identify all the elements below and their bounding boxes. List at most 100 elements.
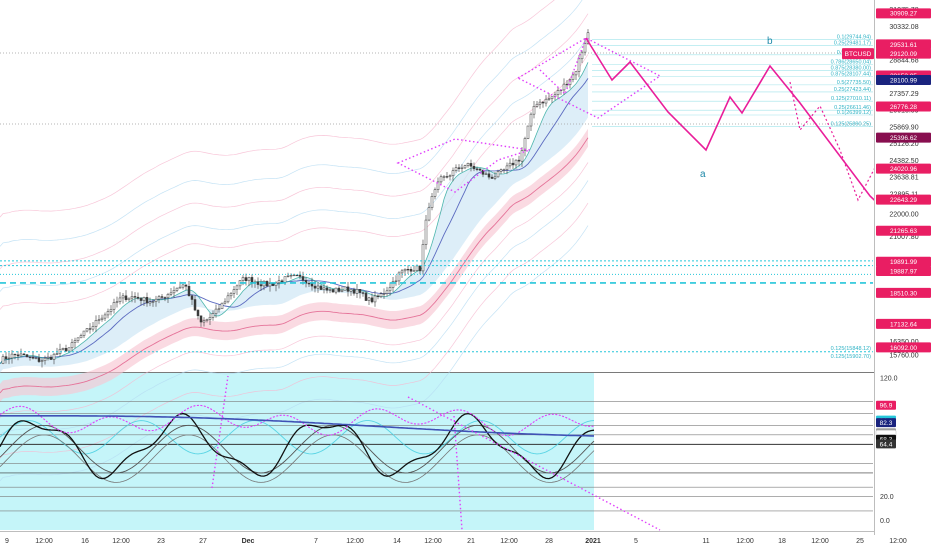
blue-cloud: [0, 62, 588, 373]
candle-body: [313, 285, 317, 289]
candle-body: [583, 43, 587, 53]
time-tick-label: Dec: [242, 538, 255, 545]
price-pill-label: 19887.97: [890, 268, 917, 275]
fib-label: 0.25(26611.46): [834, 105, 871, 111]
candle-body: [28, 356, 32, 358]
candle-body: [346, 286, 350, 292]
candle-body: [364, 292, 368, 301]
candle-body: [442, 176, 446, 178]
candle-body: [418, 265, 422, 272]
candle-body: [154, 298, 158, 302]
candle-body: [490, 176, 494, 179]
candle-body: [175, 287, 179, 291]
candle-body: [256, 281, 260, 285]
candle-body: [463, 165, 467, 169]
candle-body: [451, 170, 455, 176]
fib-label: 0.125(15902.70): [831, 354, 872, 360]
candle-body: [499, 169, 503, 172]
candle-body: [397, 272, 401, 282]
candle-body: [571, 74, 575, 80]
envelope-line: [0, 225, 589, 482]
fib-label: 0.125(15848.12): [831, 346, 872, 352]
osc-value-pill: [876, 439, 896, 449]
candle-body: [454, 167, 458, 171]
candle-body: [280, 280, 284, 283]
price-candles: [1, 29, 590, 368]
candle-body: [70, 342, 74, 349]
candle-body: [526, 125, 530, 139]
osc-trend-line: [407, 396, 661, 531]
osc-value-label: 64.4: [880, 441, 893, 448]
candle-body: [148, 301, 152, 304]
time-axis[interactable]: 9 12:00 16 12:00 23 27 Dec 7 12:00 14 12:00 21 12:00…: [0, 531, 907, 550]
candle-body: [358, 289, 362, 293]
candle-body: [22, 353, 26, 355]
candle-body: [289, 275, 293, 277]
magenta-osc-line: [0, 404, 595, 437]
price-tick-label: 23638.81: [889, 175, 918, 182]
envelope-line: [0, 54, 589, 310]
candle-body: [235, 285, 239, 290]
time-tick-label: 12:00: [424, 538, 442, 545]
time-tick-label: 12:00: [346, 538, 364, 545]
osc-value-label: 82.3: [880, 420, 893, 427]
candle-body: [127, 297, 131, 301]
candle-body: [514, 159, 518, 166]
osc-tick-label: 120.0: [880, 375, 898, 382]
price-pill-label: 24020.96: [890, 166, 917, 173]
candle-body: [376, 295, 380, 298]
time-tick-label: 21: [467, 538, 475, 545]
price-scale[interactable]: 31075.7830332.0829588.3828844.6828100.99…: [874, 0, 932, 550]
candle-body: [301, 276, 305, 281]
price-tick-label: 15760.00: [889, 352, 918, 359]
candle-body: [316, 285, 320, 289]
time-tick-label: 27: [199, 538, 207, 545]
candle-body: [394, 280, 398, 282]
candle-body: [118, 297, 122, 303]
candle-body: [115, 301, 119, 303]
candle-body: [181, 284, 185, 288]
candle-body: [343, 286, 347, 291]
candle-body: [310, 283, 314, 287]
candle-body: [286, 275, 290, 278]
time-tick-label: 14: [393, 538, 401, 545]
candle-body: [391, 281, 395, 288]
price-pill: [876, 39, 931, 50]
osc-tick-label: 0.0: [880, 518, 890, 525]
candle-body: [124, 295, 128, 301]
candle-body: [259, 284, 263, 287]
oscillator-highlight-zone: [0, 373, 594, 530]
candle-body: [457, 167, 461, 169]
candle-body: [271, 283, 275, 286]
candle-body: [400, 270, 404, 274]
candle-body: [544, 98, 548, 104]
candle-body: [214, 308, 218, 314]
fib-label: 0.25(29481.17): [834, 41, 871, 47]
osc-trend-line: [453, 415, 463, 531]
candle-body: [223, 301, 227, 304]
candle-body: [403, 268, 407, 272]
candle-body: [241, 277, 245, 281]
price-pill: [876, 75, 931, 86]
candle-body: [388, 287, 392, 292]
time-tick-label: 7: [314, 538, 318, 545]
candle-body: [382, 293, 386, 295]
candle-body: [325, 287, 329, 291]
time-tick-label: 16: [81, 538, 89, 545]
candle-body: [229, 293, 233, 297]
time-tick-label: 18: [778, 538, 786, 545]
price-pill: [876, 265, 931, 276]
candle-body: [427, 207, 431, 221]
candle-body: [277, 280, 281, 284]
candle-body: [538, 101, 542, 105]
price-pill-label: 29531.61: [890, 42, 917, 49]
candle-body: [178, 286, 182, 289]
candle-body: [322, 287, 326, 290]
candle-body: [502, 169, 506, 171]
candle-body: [367, 297, 371, 301]
osc-value-pill: [876, 400, 896, 410]
candle-body: [7, 357, 11, 360]
candle-body: [328, 289, 332, 291]
